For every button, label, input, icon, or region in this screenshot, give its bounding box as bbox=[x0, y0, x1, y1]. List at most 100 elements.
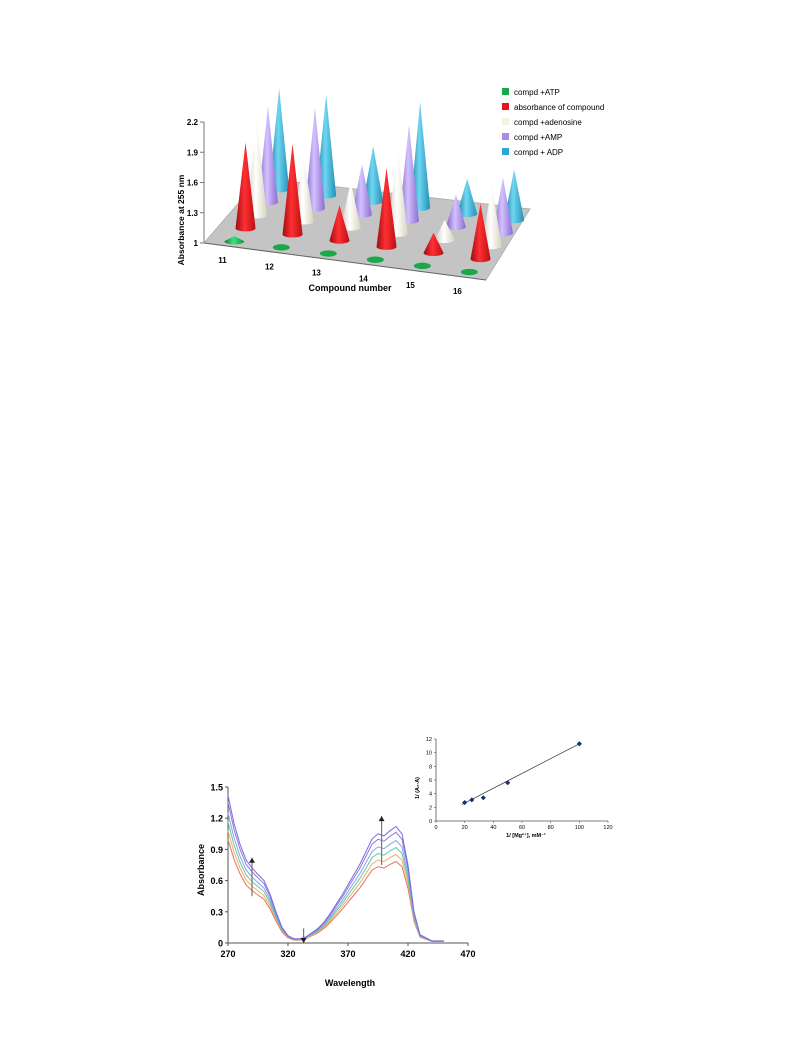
inset-x-tick-label: 80 bbox=[548, 825, 554, 831]
cone-atp-11 bbox=[224, 236, 245, 245]
legend-label-amp: compd +AMP bbox=[514, 133, 562, 142]
cone-adp-16 bbox=[504, 169, 525, 224]
inset-x-tick-label: 20 bbox=[462, 825, 468, 831]
legend-label-atp: compd +ATP bbox=[514, 88, 560, 97]
cone-atp-15 bbox=[413, 262, 431, 270]
legend-swatch-adp bbox=[502, 148, 509, 155]
inset-y-tick-label: 10 bbox=[426, 751, 432, 757]
cone-amp-12 bbox=[304, 107, 325, 212]
cone-compound-15 bbox=[423, 232, 444, 257]
y-tick-label: 1.3 bbox=[187, 209, 199, 218]
cone-compound-13 bbox=[329, 205, 350, 244]
spectrum-x-tick-label: 370 bbox=[340, 949, 355, 959]
y-tick-label: 1 bbox=[194, 239, 199, 248]
inset-y-tick-label: 4 bbox=[429, 792, 432, 798]
x-axis-line bbox=[203, 242, 487, 281]
x-axis-label: Compound number bbox=[309, 283, 392, 293]
inset-x-tick-label: 0 bbox=[434, 825, 437, 831]
x-tick-label-11: 11 bbox=[218, 256, 227, 265]
inset-y-tick-label: 6 bbox=[429, 778, 432, 784]
cone-compound-12 bbox=[282, 143, 303, 238]
legend: compd +ATP absorbance of compound compd +a… bbox=[502, 88, 604, 157]
cone-adp-14 bbox=[410, 101, 431, 211]
legend-label-adp: compd + ADP bbox=[514, 148, 563, 157]
inset-x-tick-label: 40 bbox=[490, 825, 496, 831]
cone-adp-13 bbox=[363, 146, 384, 205]
spectrum-x-tick-label: 270 bbox=[220, 949, 235, 959]
inset-data-point-5 bbox=[576, 741, 582, 747]
legend-swatch-amp bbox=[502, 133, 509, 140]
y-tick-label: 1.6 bbox=[187, 179, 199, 188]
cone-chart-labels: 11 12 13 14 15 16 bbox=[218, 256, 462, 296]
cone-amp-15 bbox=[445, 194, 466, 231]
spectrum-series-lines bbox=[227, 795, 444, 942]
cone-chart-svg: 2.2 1.9 1.6 1.3 1 11 12 13 14 15 16 Absorbance at… bbox=[176, 88, 604, 296]
cone-compound-14 bbox=[376, 168, 397, 250]
spectrum-series-line-1 bbox=[227, 839, 444, 942]
inset-y-axis-label: 1/ (A₀-A) bbox=[415, 777, 421, 799]
cone-adenosine-14 bbox=[387, 147, 408, 237]
inset-x-tick-label: 120 bbox=[603, 825, 612, 831]
spectrum-series-line-3 bbox=[227, 821, 444, 942]
cone-adenosine-15 bbox=[434, 219, 455, 244]
spectrum-arrow-head-1 bbox=[249, 857, 255, 863]
inset-y-tick-label: 0 bbox=[429, 819, 432, 825]
legend-swatch-atp bbox=[502, 88, 509, 95]
x-tick-label-15: 15 bbox=[406, 281, 415, 290]
cone-amp-14 bbox=[398, 124, 419, 224]
spectrum-series-line-4 bbox=[227, 812, 444, 942]
y-axis-label: Absorbance at 255 nm bbox=[176, 174, 186, 265]
cone-adenosine-16 bbox=[481, 185, 502, 250]
spectrum-y-tick-label: 0.9 bbox=[210, 845, 223, 855]
spectrum-series-line-2 bbox=[227, 830, 444, 942]
cone-atp-14 bbox=[366, 256, 384, 263]
spectrum-arrows bbox=[249, 816, 385, 943]
inset-data-point-2 bbox=[469, 797, 475, 803]
cone-adenosine-11 bbox=[246, 119, 267, 219]
spectrum-y-tick-label: 1.5 bbox=[210, 783, 223, 793]
spectrum-y-tick-label: 0.6 bbox=[210, 876, 223, 886]
cone-atp-12 bbox=[272, 244, 290, 251]
cone-chart-marks bbox=[224, 88, 525, 276]
spectrum-series-line-5 bbox=[227, 802, 444, 942]
legend-label-adenosine: compd +adenosine bbox=[514, 118, 582, 127]
cone-amp-16 bbox=[492, 177, 513, 237]
spectrum-x-tick-label: 470 bbox=[460, 949, 475, 959]
inset-y-tick-label: 12 bbox=[426, 737, 432, 743]
cone-adenosine-13 bbox=[340, 182, 361, 231]
inset-y-tick-label: 2 bbox=[429, 805, 432, 811]
x-tick-label-16: 16 bbox=[453, 287, 462, 295]
inset-y-tick-label: 8 bbox=[429, 764, 432, 770]
legend-swatch-compound bbox=[502, 103, 509, 110]
spectrum-y-tick-label: 1.2 bbox=[210, 814, 223, 824]
y-tick-label: 2.2 bbox=[187, 118, 199, 127]
legend-label-compound: absorbance of compound bbox=[514, 103, 604, 112]
cone-atp-16 bbox=[460, 268, 478, 276]
spectrum-arrow-head-3 bbox=[378, 816, 385, 822]
inset-fit-line bbox=[461, 743, 580, 805]
spectrum-y-tick-label: 0.3 bbox=[210, 907, 223, 917]
cone-adp-15 bbox=[457, 178, 478, 218]
cone-compound-16 bbox=[470, 203, 491, 263]
spectrum-x-tick-label: 420 bbox=[400, 949, 415, 959]
spectrum-chart: 1.5 1.2 0.9 0.6 0.3 0 270 320 370 420 470 Absorban… bbox=[195, 775, 485, 990]
cone-amp-13 bbox=[351, 164, 372, 218]
cone-chart-axes: 2.2 1.9 1.6 1.3 1 bbox=[187, 118, 205, 248]
inset-x-axis-label: 1/ [Mg²⁺], mM⁻¹ bbox=[506, 832, 546, 839]
inset-chart: 12 10 8 6 4 2 0 0 20 40 60 80 100 120 1/ (A₀-A) 1/ [M… bbox=[408, 733, 618, 843]
spectrum-x-tick-label: 320 bbox=[280, 949, 295, 959]
inset-data-point-3 bbox=[480, 795, 486, 801]
inset-x-tick-label: 60 bbox=[519, 825, 525, 831]
spectrum-arrow-head-2 bbox=[300, 938, 307, 943]
legend-swatch-adenosine bbox=[502, 118, 509, 125]
inset-marks bbox=[461, 741, 582, 806]
x-tick-label-12: 12 bbox=[265, 262, 274, 271]
spectrum-y-axis-label: Absorbance bbox=[196, 844, 206, 896]
x-tick-label-14: 14 bbox=[359, 275, 368, 284]
cone-compound-11 bbox=[235, 142, 256, 232]
x-tick-label-13: 13 bbox=[312, 268, 321, 277]
cone-chart: 2.2 1.9 1.6 1.3 1 11 12 13 14 15 16 Absorbance at… bbox=[170, 80, 630, 296]
